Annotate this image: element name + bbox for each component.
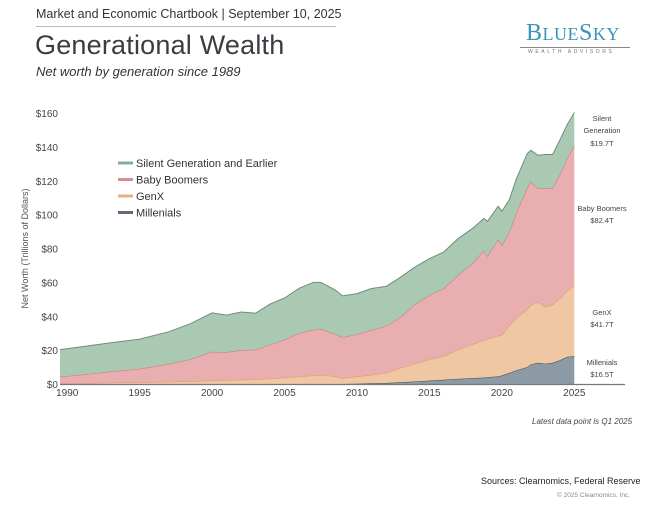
x-tick-label: 1995 [129,388,152,399]
legend-label: Baby Boomers [136,175,209,187]
y-tick-label: $160 [36,109,59,120]
x-axis: 1990 1995 2000 2005 2010 2015 2020 2025 [56,383,625,399]
end-label-value: $82.4T [590,216,614,225]
logo-letter: B [526,20,543,46]
y-tick-label: $60 [41,278,58,289]
end-label-name: Silent [593,114,613,123]
end-label-name-line2: Generation [583,126,620,135]
latest-data-note: Latest data point is Q1 2025 [532,417,633,426]
logo-tagline: WEALTH ADVISORS [528,49,615,55]
copyright-text: © 2025 Clearnomics, Inc. [557,492,631,499]
legend-label: GenX [136,191,165,203]
header-divider [36,26,336,27]
logo-letter: S [579,20,593,46]
page-title: Generational Wealth [35,30,285,60]
x-tick-label: 2005 [273,388,296,399]
x-tick-label: 2010 [346,388,369,399]
chartbook-header: Market and Economic Chartbook | Septembe… [36,7,342,21]
x-tick-label: 2015 [418,388,441,399]
x-tick-label: 1990 [56,388,79,399]
y-tick-label: $100 [36,211,59,222]
y-tick-label: $40 [41,312,58,323]
end-label-name: Baby Boomers [577,204,626,213]
y-tick-label: $80 [41,245,58,256]
x-tick-label: 2020 [491,388,514,399]
area-silent-generation-and-earlier [60,112,575,377]
y-axis: $0 $20 $40 $60 $80 $100 $120 $140 $160 Net Worth … [20,109,58,391]
end-labels: Silent Generation $19.7T Baby Boomers $82.4T… [577,114,626,379]
area-baby-boomers [60,145,575,384]
logo-letters: KY [592,24,620,44]
area-genx [60,285,575,384]
y-axis-label: Net Worth (Trillions of Dollars) [20,188,30,308]
area-millenials [60,356,575,384]
end-label-value: $19.7T [590,139,614,148]
logo-letters: LUE [542,24,580,44]
sources-text: Sources: Clearnomics, Federal Reserve [481,476,641,486]
legend-label: Silent Generation and Earlier [136,158,278,170]
x-tick-label: 2025 [563,388,586,399]
line-silent-generation-and-earlier [59,112,575,351]
end-label-value: $41.7T [590,320,614,329]
y-tick-label: $20 [41,346,58,357]
y-tick-label: $140 [36,143,59,154]
x-tick-label: 2000 [201,388,224,399]
page-subtitle: Net worth by generation since 1989 [36,64,241,79]
chart-legend: Silent Generation and Earlier Baby Boomer… [118,158,278,220]
end-label-value: $16.5T [590,370,614,379]
y-tick-label: $0 [47,380,59,391]
legend-label: Millenials [136,208,182,220]
y-tick-label: $120 [36,177,59,188]
end-label-name: GenX [592,308,611,317]
logo-underline [520,47,630,48]
area-layers [59,112,575,385]
logo-wordmark: BLUESKY [526,20,620,47]
end-label-name: Millenials [587,358,618,367]
bluesky-logo: BLUESKY WEALTH ADVISORS [520,20,630,55]
